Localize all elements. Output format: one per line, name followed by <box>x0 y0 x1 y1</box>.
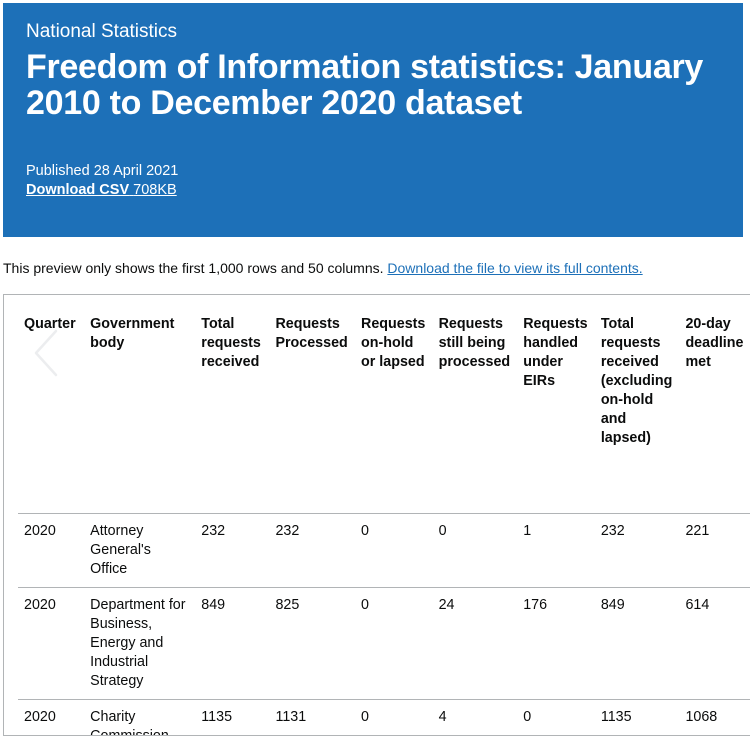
chevron-left-icon <box>33 328 59 378</box>
table-cell: 232 <box>201 522 226 539</box>
data-preview-table-container[interactable]: Quarter Government body Total requests r… <box>3 294 750 736</box>
preview-note: This preview only shows the first 1,000 … <box>3 260 643 276</box>
table-row: 2020 Charity Commission 1135 1131 0 4 0 … <box>18 699 750 736</box>
table-cell: 0 <box>438 522 447 539</box>
table-cell: 176 <box>523 596 548 613</box>
table-cell: 2020 <box>24 708 56 725</box>
table-cell: 4 <box>438 708 447 725</box>
table-cell: 0 <box>361 708 369 725</box>
column-header-quarter: Quarter <box>24 316 76 332</box>
table-cell: 849 <box>201 596 226 613</box>
page-title: Freedom of Information statistics: Janua… <box>26 48 703 122</box>
table-cell: 614 <box>685 596 710 613</box>
download-line: Download CSV 708KB <box>26 182 177 198</box>
published-date: Published 28 April 2021 <box>26 163 179 179</box>
column-header-on-hold-lapsed: Requests on-hold or lapsed <box>361 316 426 370</box>
table-cell: 0 <box>361 522 369 539</box>
column-header-eirs: Requests handled under EIRs <box>523 316 588 389</box>
table-cell: 1131 <box>275 708 307 725</box>
table-cell: 0 <box>361 596 369 613</box>
table-row: 2020 Attorney General's Office 232 232 0… <box>18 513 750 587</box>
table-cell: 1 <box>523 522 532 539</box>
column-header-deadline-met: 20-day deadline met <box>685 316 744 370</box>
table-cell: 1135 <box>600 708 632 725</box>
download-full-file-link[interactable]: Download the file to view its full conte… <box>387 260 643 276</box>
table-cell: 1135 <box>201 708 233 725</box>
table-header-row: Quarter Government body Total requests r… <box>18 307 750 513</box>
download-size: 708KB <box>133 182 177 198</box>
table-cell: Attorney General's Office <box>90 522 151 577</box>
download-csv-label: Download CSV <box>26 182 130 198</box>
download-csv-link[interactable]: Download CSV 708KB <box>26 182 177 198</box>
table-cell: 2020 <box>24 596 56 613</box>
column-header-total-excluding: Total requests received (excluding on-ho… <box>600 316 673 446</box>
table-cell: 2020 <box>24 522 56 539</box>
page-category: National Statistics <box>26 21 178 42</box>
table-cell: 24 <box>438 596 455 613</box>
page-header-banner: National Statistics Freedom of Informati… <box>3 3 743 237</box>
column-header-still-processing: Requests still being processed <box>438 316 511 370</box>
table-cell: Department for Business, Energy and Indu… <box>90 596 186 689</box>
table-cell: 0 <box>523 708 532 725</box>
column-header-total-requests: Total requests received <box>201 316 261 370</box>
scroll-left-button[interactable] <box>30 327 64 379</box>
table-row: 2020 Department for Business, Energy and… <box>18 587 750 699</box>
table-cell: 232 <box>600 522 625 539</box>
preview-note-text: This preview only shows the first 1,000 … <box>3 260 384 276</box>
column-header-requests-processed: Requests Processed <box>275 316 348 351</box>
table-cell: 849 <box>600 596 625 613</box>
table-cell: 825 <box>275 596 300 613</box>
table-cell: 232 <box>275 522 300 539</box>
table-cell: 1068 <box>685 708 718 725</box>
column-header-government-body: Government body <box>90 316 175 351</box>
table-cell: Charity Commission <box>90 708 169 736</box>
data-preview-table: Quarter Government body Total requests r… <box>18 307 750 736</box>
table-cell: 221 <box>685 522 710 539</box>
